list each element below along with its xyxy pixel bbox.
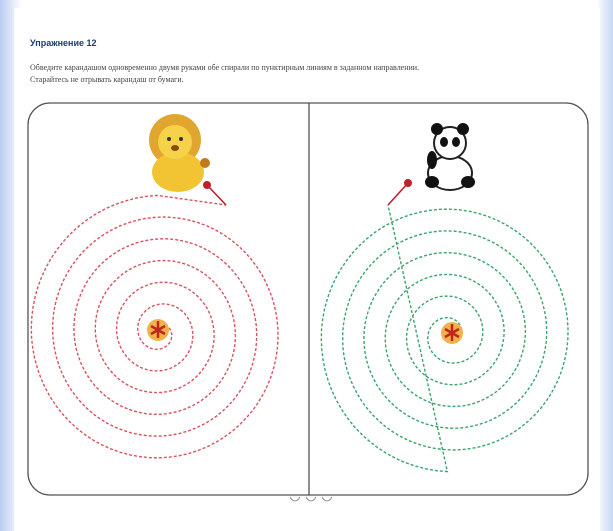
center-icon xyxy=(441,322,463,344)
lion-picture xyxy=(149,114,210,192)
page-mark xyxy=(289,496,333,502)
instruction-line: Обведите карандашом одновременно двумя р… xyxy=(30,63,420,72)
direction-arrow xyxy=(387,182,409,206)
exercise-title: Упражнение 12 xyxy=(30,38,97,48)
sheet xyxy=(14,8,600,531)
center-icon xyxy=(147,319,169,341)
spirals xyxy=(30,194,569,473)
instruction-line: Старайтесь не отрывать карандаш от бумаг… xyxy=(30,75,184,84)
frame xyxy=(27,102,589,496)
direction-arrow xyxy=(206,184,227,206)
panda-picture xyxy=(425,123,475,191)
